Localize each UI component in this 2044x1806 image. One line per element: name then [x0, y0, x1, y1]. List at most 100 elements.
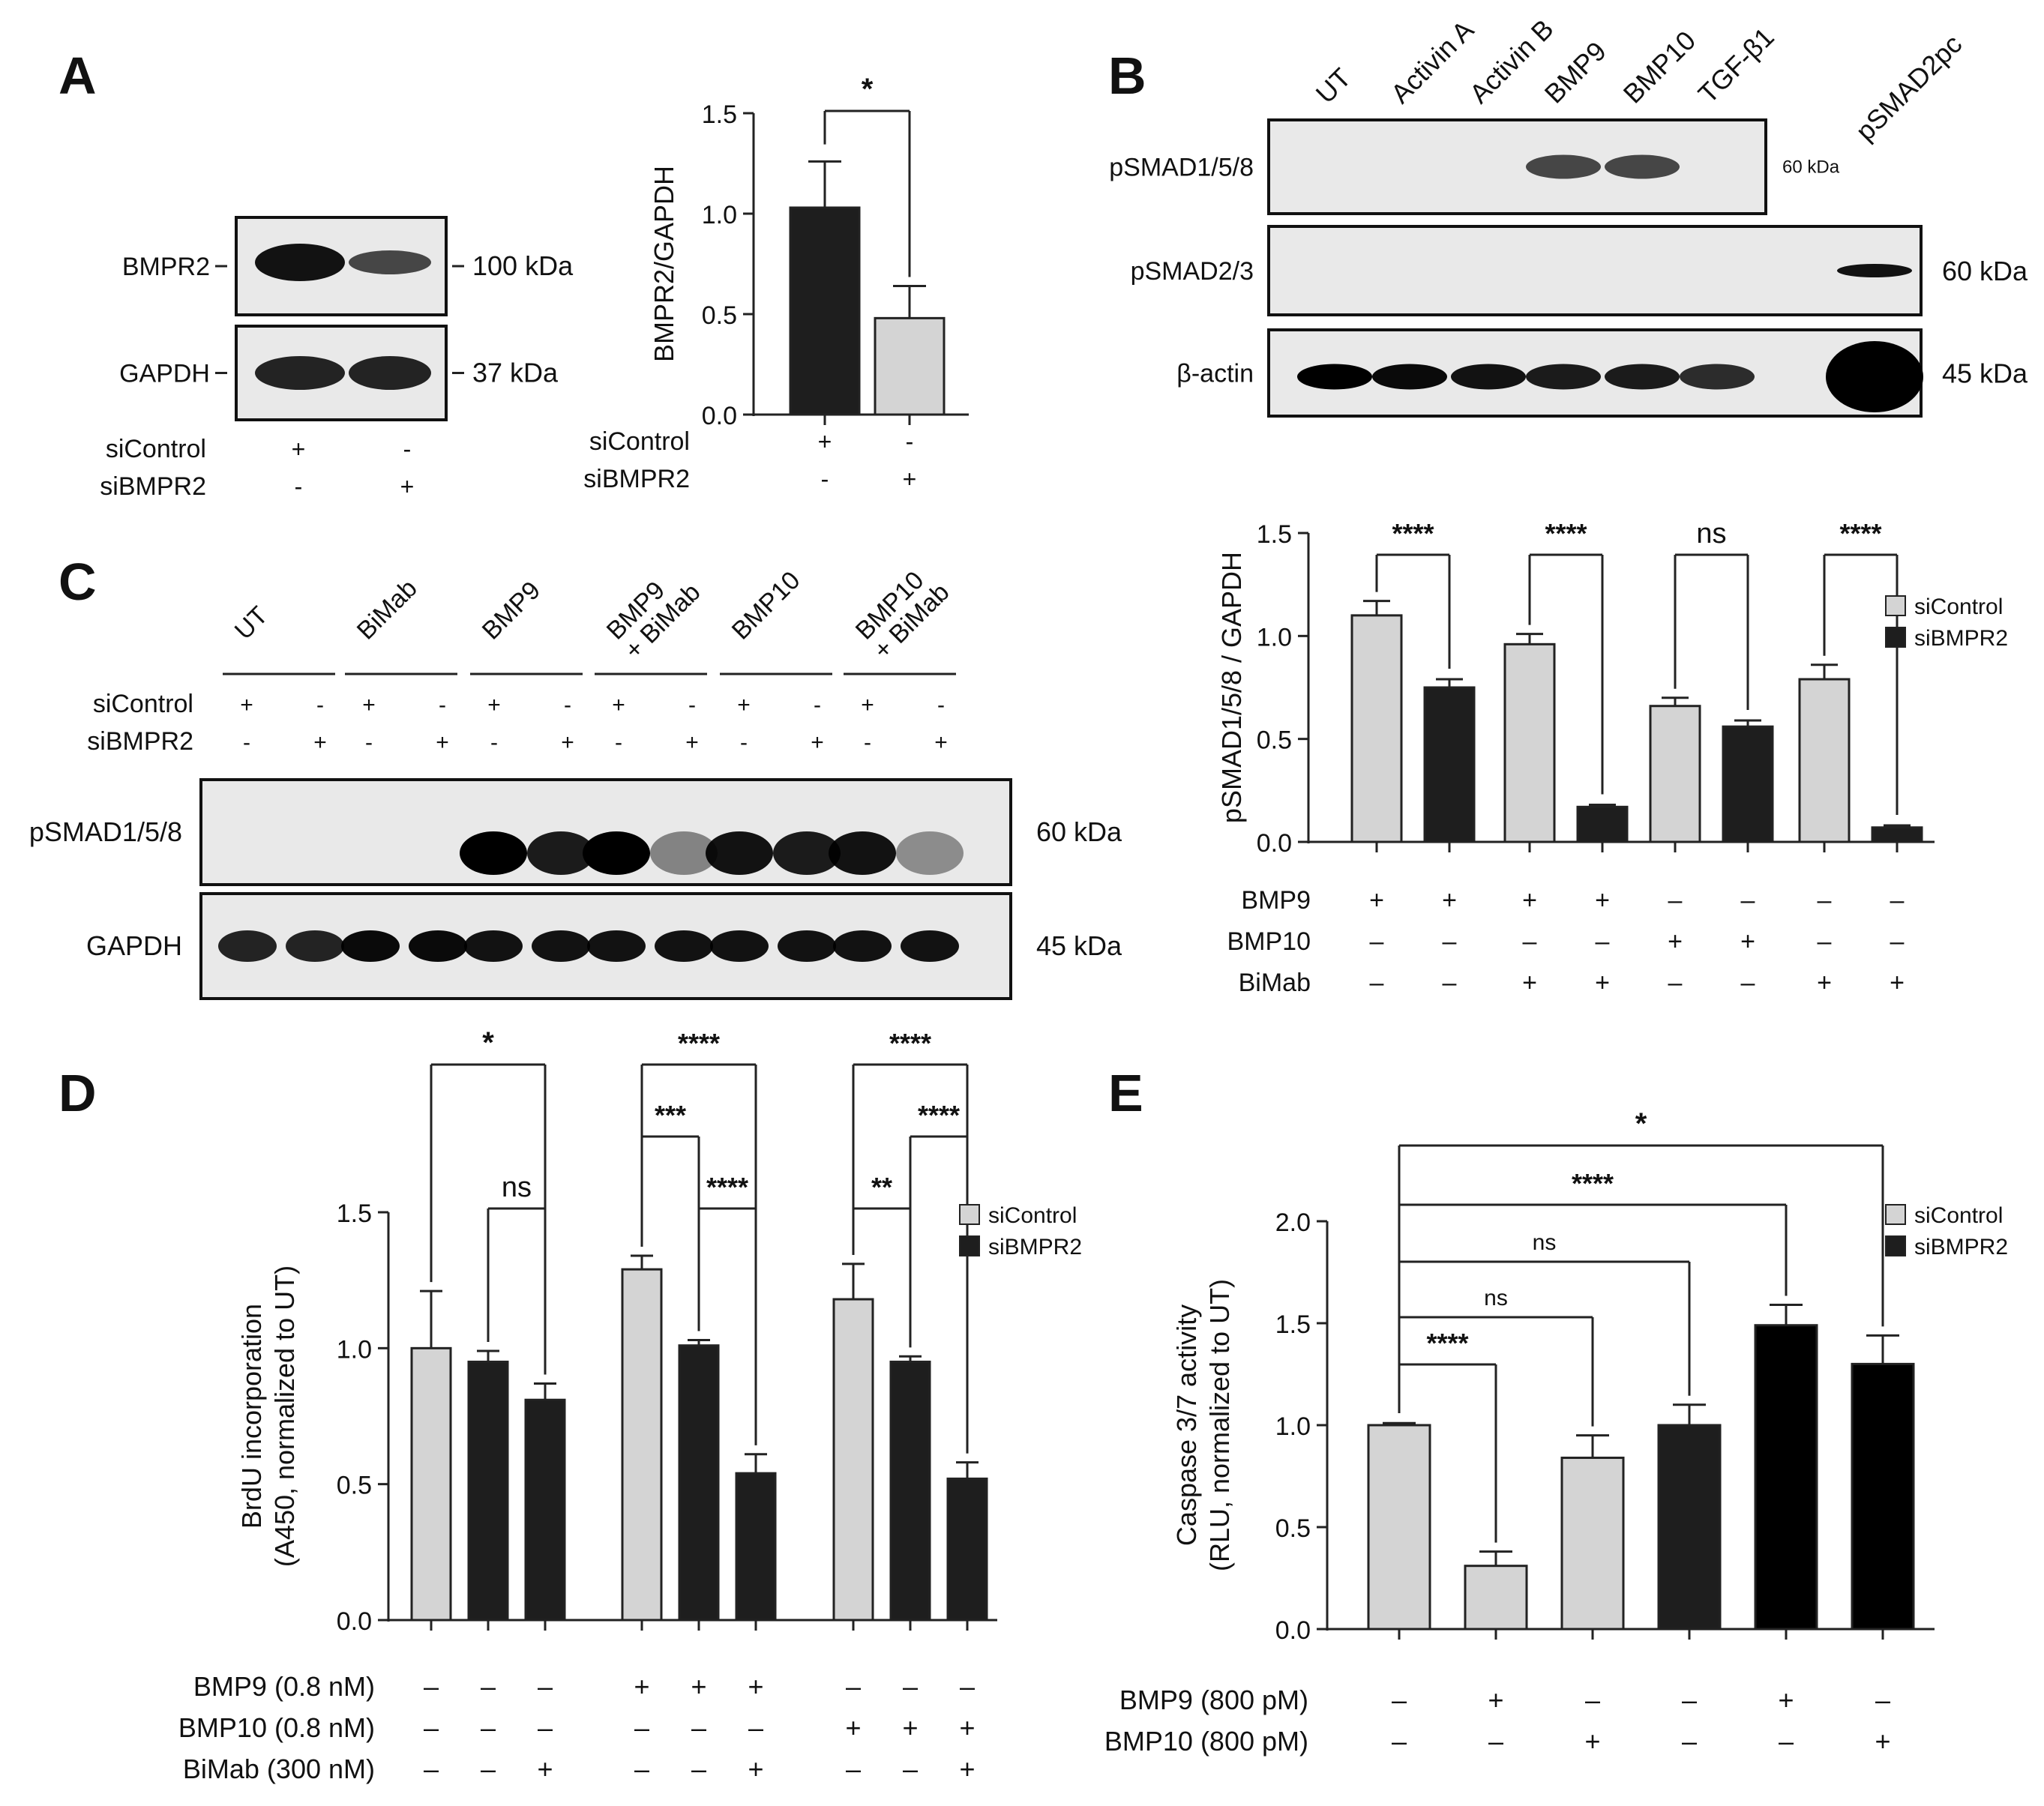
condition-sign: +: [292, 436, 306, 463]
condition-sign: –: [538, 1712, 553, 1743]
blot-band: [1526, 154, 1601, 179]
lane-label: BMP9: [1539, 35, 1612, 109]
protein-label: pSMAD1/5/8: [29, 816, 182, 847]
bar: [467, 1360, 509, 1622]
condition-sign: -: [688, 693, 696, 717]
lane-label: pSMAD2pc: [1850, 28, 1968, 147]
condition-sign: –: [1818, 886, 1832, 915]
condition-sign: +: [1442, 886, 1457, 915]
blot-band: [218, 930, 277, 962]
condition-sign: -: [564, 693, 571, 717]
condition-sign: -: [821, 466, 829, 493]
condition-sign: +: [1522, 886, 1537, 915]
condition-sign: –: [1392, 1685, 1407, 1715]
condition-sign: +: [1890, 969, 1905, 997]
significance-label: **: [871, 1172, 892, 1203]
blot-band: [583, 831, 650, 875]
condition-sign: –: [1682, 1726, 1697, 1757]
blot-band: [464, 930, 523, 962]
bar: [1503, 642, 1556, 843]
condition-label: BMP10 (800 pM): [1104, 1726, 1308, 1757]
y-tick-label: 0.0: [1275, 1616, 1311, 1645]
bar: [789, 206, 861, 416]
condition-sign: –: [1741, 969, 1755, 997]
condition-sign: –: [846, 1671, 861, 1702]
protein-label: BMPR2: [122, 253, 210, 281]
group-label: BiMab: [352, 574, 423, 645]
condition-sign: +: [537, 1754, 553, 1784]
condition-sign: +: [400, 473, 415, 500]
significance-label: ****: [918, 1100, 960, 1131]
legend-swatch: [1885, 1235, 1906, 1256]
significance-label: ns: [502, 1172, 532, 1203]
condition-sign: +: [1875, 1726, 1890, 1757]
condition-sign: +: [959, 1712, 975, 1743]
bar: [889, 1360, 931, 1622]
condition-sign: +: [1740, 927, 1755, 956]
condition-sign: +: [1778, 1685, 1794, 1715]
condition-sign: +: [685, 730, 699, 755]
blot-band: [773, 831, 841, 875]
condition-sign: –: [538, 1671, 553, 1702]
y-axis-label: Caspase 3/7 activity: [1171, 1304, 1202, 1546]
panel-letter-A: A: [58, 46, 97, 105]
condition-sign: –: [1523, 927, 1537, 956]
bar-charts: [378, 109, 1935, 1640]
blot-band: [255, 356, 345, 390]
protein-label: GAPDH: [119, 360, 210, 388]
group-label: BMP10: [727, 566, 806, 645]
blot-frame: [1267, 225, 1923, 316]
blot-band: [349, 250, 431, 274]
condition-sign: –: [846, 1754, 861, 1784]
condition-sign: –: [634, 1754, 649, 1784]
bar: [621, 1268, 663, 1622]
mw-label: 60 kDa: [1782, 157, 1840, 178]
condition-sign: –: [1890, 886, 1905, 915]
condition-label: BMP10 (0.8 nM): [178, 1712, 375, 1743]
condition-sign: +: [691, 1671, 706, 1702]
bar: [678, 1344, 720, 1622]
significance-label: ns: [1696, 518, 1726, 550]
blot-band: [527, 831, 595, 875]
bar: [1657, 1424, 1722, 1631]
protein-label: β-actin: [1176, 360, 1254, 388]
condition-sign: –: [424, 1754, 439, 1784]
bar: [1871, 826, 1923, 843]
condition-sign: –: [1370, 969, 1384, 997]
condition-sign: +: [313, 730, 327, 755]
y-tick-label: 1.0: [337, 1335, 372, 1364]
blot-band: [532, 930, 590, 962]
condition-sign: +: [934, 730, 948, 755]
y-tick-label: 0.5: [702, 301, 737, 330]
significance-label: *: [482, 1026, 494, 1059]
y-tick-label: 1.5: [1257, 520, 1292, 549]
blot-band: [1826, 341, 1923, 412]
blot-band: [1297, 364, 1372, 390]
condition-sign: +: [811, 730, 824, 755]
condition-sign: +: [902, 1712, 918, 1743]
panel-letter-E: E: [1108, 1064, 1143, 1122]
blot-band: [1526, 364, 1601, 390]
condition-label: BMP9 (800 pM): [1119, 1685, 1308, 1715]
significance-label: *: [862, 73, 874, 106]
panel-letter-B: B: [1108, 46, 1146, 105]
condition-sign: –: [1779, 1726, 1794, 1757]
bar: [1423, 686, 1476, 843]
condition-sign: –: [1392, 1726, 1407, 1757]
blot-band: [1451, 364, 1526, 390]
blot-band: [349, 356, 431, 390]
blot-band: [255, 244, 345, 281]
panel-letter-C: C: [58, 553, 97, 611]
significance-label: ****: [889, 1028, 931, 1059]
condition-sign: +: [1488, 1685, 1503, 1715]
blot-band: [1605, 364, 1680, 390]
bar: [1464, 1565, 1528, 1631]
blot-band: [286, 930, 344, 962]
bar: [1367, 1424, 1431, 1631]
y-tick-label: 0.5: [337, 1472, 372, 1500]
significance-label: *: [1635, 1107, 1647, 1140]
condition-sign: –: [1443, 927, 1457, 956]
significance-label: ****: [1426, 1328, 1468, 1358]
y-tick-label: 1.0: [1257, 623, 1292, 651]
mw-label: 100 kDa: [472, 250, 574, 281]
